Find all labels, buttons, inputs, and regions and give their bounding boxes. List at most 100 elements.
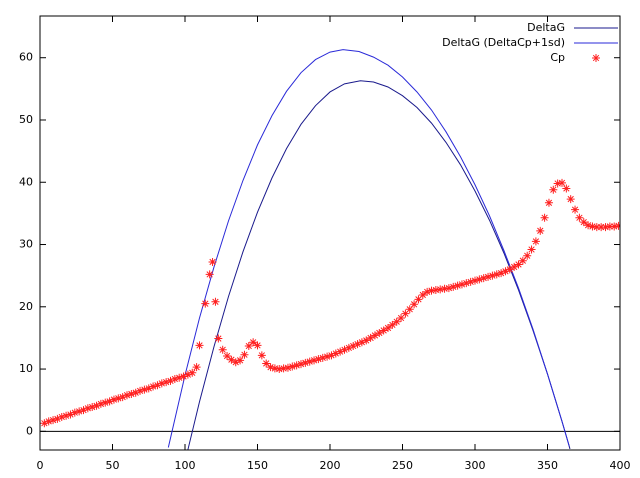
- data-point: [379, 326, 388, 335]
- data-point: [436, 285, 445, 294]
- data-point: [510, 262, 519, 271]
- data-point: [610, 222, 619, 231]
- data-point: [240, 350, 249, 359]
- data-point: [109, 395, 118, 404]
- data-point: [462, 279, 471, 288]
- data-point: [162, 378, 171, 387]
- data-point: [370, 331, 379, 340]
- data-point: [466, 277, 475, 286]
- data-point: [192, 363, 201, 372]
- data-point: [327, 351, 336, 360]
- data-point: [183, 370, 192, 379]
- data-point: [283, 363, 292, 372]
- data-point: [540, 213, 549, 222]
- data-point: [562, 184, 571, 193]
- data-point: [96, 399, 105, 408]
- data-point: [518, 256, 527, 265]
- data-point: [153, 381, 162, 390]
- data-point: [349, 342, 358, 351]
- data-point: [114, 394, 123, 403]
- data-point: [536, 226, 545, 235]
- data-point: [195, 341, 204, 350]
- data-point: [227, 355, 236, 364]
- data-point: [605, 222, 614, 231]
- x-tick-label: 150: [247, 459, 268, 472]
- legend-label: DeltaG: [527, 21, 565, 34]
- data-point: [318, 353, 327, 362]
- y-tick-label: 30: [19, 238, 33, 251]
- data-point: [497, 269, 506, 278]
- data-point: [479, 274, 488, 283]
- data-point: [566, 195, 575, 204]
- data-point: [66, 410, 75, 419]
- data-point: [614, 221, 620, 230]
- data-point: [427, 286, 436, 295]
- data-point: [231, 358, 240, 367]
- data-point: [544, 198, 553, 207]
- data-point: [457, 280, 466, 289]
- x-tick-label: 100: [175, 459, 196, 472]
- data-point: [149, 382, 158, 391]
- data-point: [166, 376, 175, 385]
- series-line: [167, 49, 570, 448]
- data-point: [558, 178, 566, 187]
- data-point: [57, 412, 66, 421]
- data-point: [270, 364, 279, 373]
- data-point: [484, 272, 493, 281]
- data-point: [392, 317, 401, 326]
- data-point: [292, 361, 301, 370]
- data-point: [244, 342, 253, 351]
- legend-label: DeltaG (DeltaCp+1sd): [442, 36, 565, 49]
- data-point: [131, 388, 140, 397]
- data-point: [505, 265, 514, 274]
- data-point: [588, 222, 597, 231]
- data-point: [279, 364, 288, 373]
- data-point: [136, 386, 145, 395]
- data-point: [253, 341, 262, 350]
- y-tick-label: 10: [19, 362, 33, 375]
- data-point: [553, 179, 562, 188]
- data-point: [118, 393, 127, 402]
- data-point: [40, 419, 49, 428]
- y-tick-label: 50: [19, 113, 33, 126]
- y-tick-label: 60: [19, 51, 33, 64]
- y-tick-label: 0: [26, 424, 33, 437]
- data-point: [366, 333, 375, 342]
- data-point: [79, 406, 88, 415]
- data-point: [531, 237, 540, 246]
- data-point: [597, 223, 606, 232]
- data-point: [49, 416, 58, 425]
- data-point: [218, 345, 227, 354]
- data-point: [70, 408, 79, 417]
- data-point: [549, 185, 558, 194]
- data-point: [62, 411, 71, 420]
- x-tick-label: 400: [610, 459, 631, 472]
- legend-label: Cp: [550, 51, 565, 64]
- data-point: [488, 271, 497, 280]
- x-tick-label: 300: [465, 459, 486, 472]
- data-point: [418, 290, 427, 299]
- data-point: [501, 267, 510, 276]
- data-point: [323, 352, 332, 361]
- x-tick-label: 50: [106, 459, 120, 472]
- data-point: [92, 401, 101, 410]
- data-point: [208, 257, 217, 266]
- data-point: [431, 285, 440, 294]
- data-point: [344, 343, 353, 352]
- data-point: [601, 223, 610, 232]
- data-point: [101, 398, 110, 407]
- data-point: [397, 313, 406, 322]
- data-point: [188, 368, 197, 377]
- data-point: [305, 357, 314, 366]
- data-point: [405, 305, 414, 314]
- data-point: [492, 270, 501, 279]
- data-point: [223, 351, 232, 360]
- data-point: [310, 356, 319, 365]
- data-point: [414, 295, 423, 304]
- data-point: [144, 384, 153, 393]
- data-point: [83, 404, 92, 413]
- data-point: [211, 297, 220, 306]
- data-point: [157, 379, 166, 388]
- data-point: [301, 358, 310, 367]
